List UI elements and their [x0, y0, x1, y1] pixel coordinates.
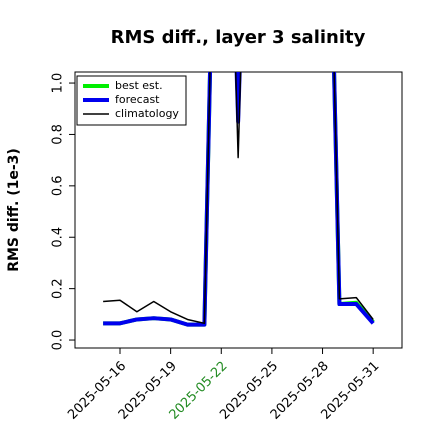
y-tick-label: 0.4	[51, 227, 66, 248]
legend-label: climatology	[115, 107, 179, 120]
series-line	[103, 72, 374, 325]
y-tick-label: 0.6	[51, 175, 66, 196]
legend-label: best est.	[115, 79, 163, 92]
plot-lines	[103, 72, 375, 327]
y-tick-label: 0.0	[51, 330, 66, 351]
y-tick-label: 1.0	[51, 73, 66, 94]
series-line	[103, 72, 375, 327]
legend-label: forecast	[115, 93, 160, 106]
series-line	[103, 72, 375, 327]
y-tick-label: 0.2	[51, 278, 66, 299]
y-axis-label: RMS diff. (1e-3)	[6, 148, 22, 272]
chart-title: RMS diff., layer 3 salinity	[111, 27, 366, 48]
y-tick-label: 0.8	[51, 124, 66, 145]
